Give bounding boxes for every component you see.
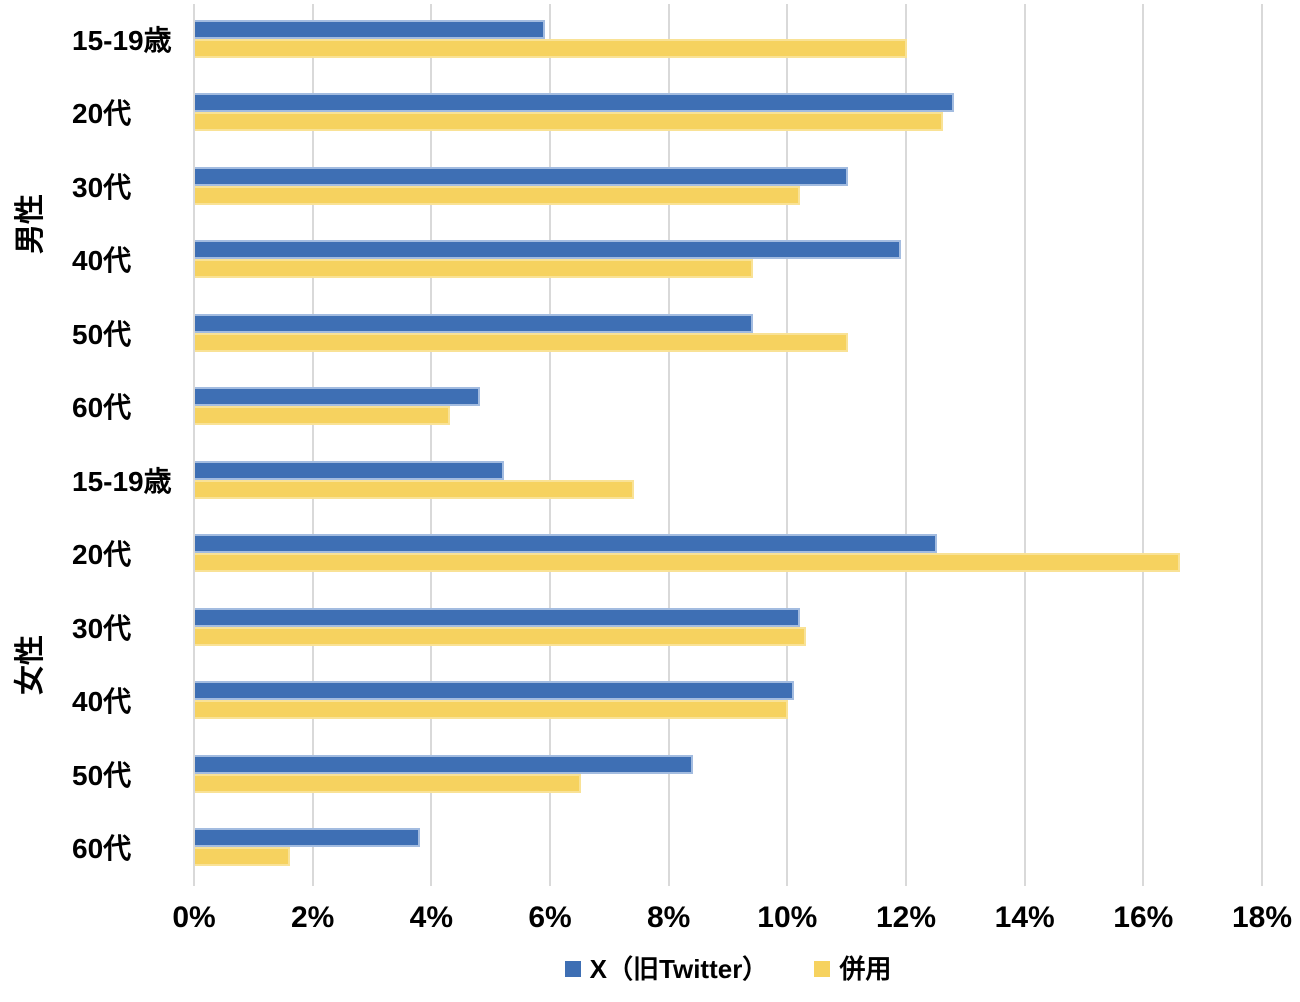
bar-heiyo [195, 406, 451, 425]
bar-heiyo [195, 773, 581, 793]
legend-swatch-heiyo [814, 961, 831, 977]
x-axis-tick-label: 2% [290, 901, 335, 934]
frame-top-border [2, 4, 195, 6]
category-label: 40代 [72, 245, 132, 277]
group-label-male: 男性 [14, 194, 47, 254]
bar-x-twitter [195, 534, 937, 553]
legend-label-x-twitter: X（旧Twitter） [589, 954, 769, 984]
legend: X（旧Twitter） 併用 [194, 956, 1262, 982]
x-axis-tick-label: 8% [646, 901, 691, 934]
bar-heiyo [195, 479, 635, 499]
x-axis-tick-label: 0% [172, 901, 216, 934]
category-label: 50代 [72, 318, 132, 350]
bar-x-twitter [195, 387, 480, 406]
x-axis-tick-label: 18% [1231, 901, 1293, 934]
legend-item-heiyo: 併用 [814, 956, 891, 982]
x-axis-tick-label: 6% [528, 901, 572, 934]
gridline [905, 4, 907, 886]
bar-heiyo [195, 847, 290, 866]
bar-heiyo [195, 38, 907, 58]
bar-heiyo [195, 626, 807, 646]
x-axis-tick-label: 4% [409, 901, 454, 934]
gridline [430, 4, 433, 886]
bar-x-twitter [195, 93, 955, 112]
bar-heiyo [195, 553, 1180, 572]
bar-heiyo [195, 185, 801, 205]
bar-x-twitter [195, 681, 795, 700]
x-axis-tick-label: 14% [994, 901, 1055, 934]
bar-x-twitter [195, 460, 504, 480]
y-axis-line [193, 4, 195, 886]
bar-x-twitter [195, 313, 753, 333]
bar-x-twitter [195, 19, 546, 39]
gender-divider-line [2, 443, 195, 445]
bar-x-twitter [195, 828, 421, 847]
bar-heiyo [195, 332, 848, 352]
gridline [1023, 4, 1026, 886]
category-label: 40代 [72, 686, 132, 718]
bar-x-twitter [195, 754, 694, 774]
bar-heiyo [195, 112, 943, 131]
gridline [786, 4, 789, 886]
bar-heiyo [195, 700, 789, 719]
gridline [311, 4, 314, 886]
category-label: 50代 [72, 759, 132, 791]
category-label: 20代 [72, 539, 132, 571]
category-label: 60代 [72, 833, 132, 865]
bar-x-twitter [195, 240, 902, 259]
gridline [549, 4, 551, 886]
bar-x-twitter [195, 166, 848, 186]
category-label: 60代 [72, 392, 132, 424]
frame-left-border [2, 4, 4, 886]
bar-heiyo [195, 259, 753, 278]
gridline [1142, 4, 1145, 886]
group-label-female: 女性 [14, 635, 47, 695]
gridline [1261, 4, 1263, 886]
category-label: 20代 [72, 98, 132, 130]
category-label: 15-19歳 [72, 465, 172, 497]
x-axis-tick-label: 16% [1113, 901, 1174, 934]
category-label: 30代 [72, 612, 132, 644]
legend-item-x-twitter: X（旧Twitter） [564, 954, 769, 984]
category-label: 15-19歳 [72, 24, 172, 56]
legend-swatch-x-twitter [564, 961, 581, 977]
gridline [667, 4, 670, 886]
x-axis-tick-label: 12% [875, 901, 937, 934]
x-axis-tick-label: 10% [757, 901, 818, 934]
frame-bottom-border [2, 884, 195, 886]
category-label: 30代 [72, 171, 132, 203]
bar-x-twitter [195, 607, 801, 627]
legend-label-heiyo: 併用 [839, 954, 892, 984]
